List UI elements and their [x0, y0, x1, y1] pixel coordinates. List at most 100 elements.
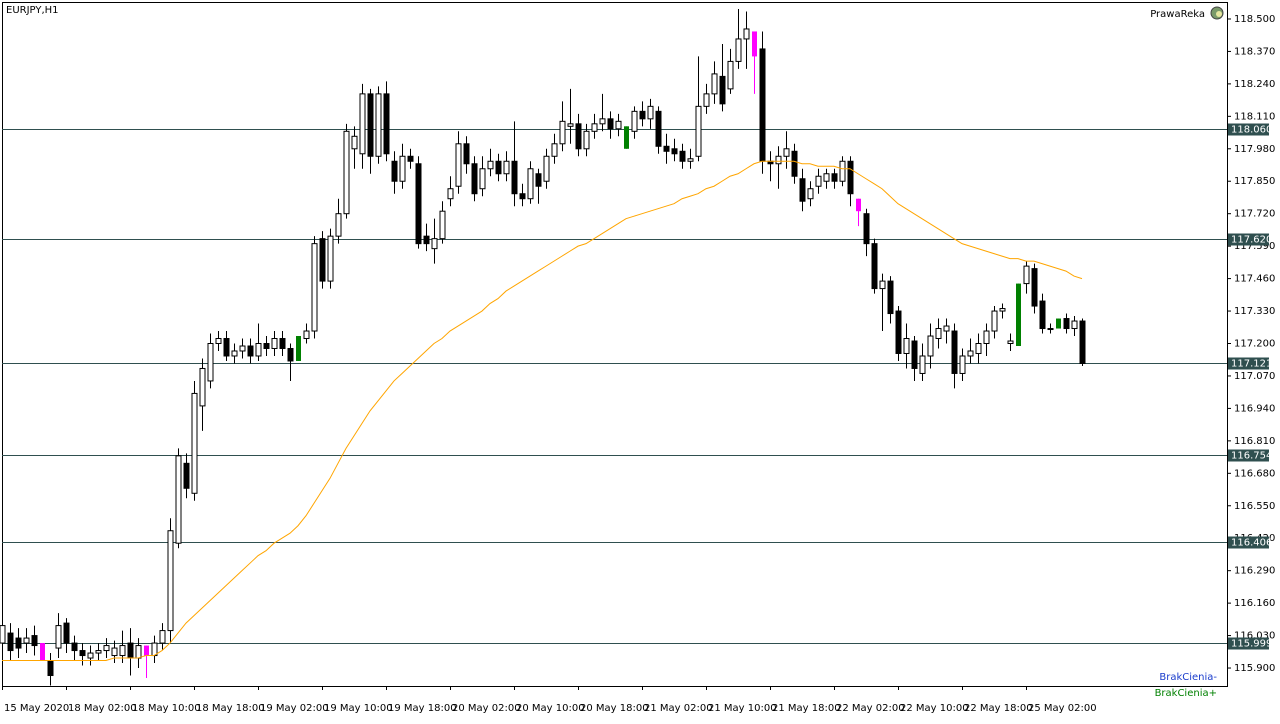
- y-tick-label: 118.240: [1234, 79, 1275, 90]
- candle-body: [383, 93, 390, 155]
- candle-body: [735, 38, 742, 62]
- candle-body: [1071, 320, 1078, 330]
- x-tick-label: 19 May 18:00: [388, 703, 457, 714]
- candle-body: [287, 347, 294, 362]
- candle-body: [663, 145, 670, 152]
- candle-body: [391, 160, 398, 182]
- candle-body: [543, 155, 550, 182]
- candle-body: [1016, 283, 1021, 346]
- level-label-box: [1228, 357, 1269, 370]
- candle-body: [1031, 268, 1038, 307]
- candle-body: [567, 123, 574, 127]
- level-label-box: [1228, 449, 1269, 462]
- candle-body: [815, 175, 822, 187]
- level-label-box: [1228, 123, 1269, 136]
- level-label-box: [1228, 536, 1269, 549]
- moving-average: [2, 160, 1083, 662]
- y-tick-label: 117.980: [1234, 144, 1275, 155]
- y-tick-label: 118.500: [1234, 14, 1275, 25]
- candle-body: [863, 213, 870, 245]
- candle-body: [1023, 265, 1030, 285]
- candle-body: [703, 93, 710, 107]
- candle-body: [743, 28, 750, 40]
- candle-body: [239, 345, 246, 352]
- y-tick-label: 117.460: [1234, 274, 1275, 285]
- candle-body: [87, 652, 94, 659]
- candle-body: [727, 60, 734, 90]
- candle-body: [856, 198, 861, 212]
- x-tick-label: 21 May 18:00: [772, 703, 841, 714]
- candle-body: [431, 238, 438, 250]
- y-tick-label: 116.160: [1234, 598, 1275, 609]
- level-label: 116.406: [1231, 538, 1272, 549]
- candle-body: [167, 530, 174, 632]
- candle-body: [711, 73, 718, 95]
- candle-body: [503, 160, 510, 175]
- candle-body: [375, 93, 382, 157]
- candle-body: [71, 642, 78, 652]
- candle-body: [111, 647, 118, 657]
- candle-body: [263, 343, 270, 349]
- candle-body: [967, 350, 974, 357]
- candle-body: [271, 338, 278, 349]
- candle-body: [215, 338, 222, 345]
- candle-body: [0, 625, 6, 644]
- candle-body: [639, 110, 646, 120]
- candle-body: [343, 130, 350, 215]
- candle-body: [423, 235, 430, 245]
- x-tick-label: 18 May 02:00: [68, 703, 137, 714]
- x-tick-label: 21 May 02:00: [644, 703, 713, 714]
- candle-body: [183, 462, 190, 489]
- candle-body: [207, 343, 214, 382]
- candle-body: [47, 660, 54, 677]
- candle-body: [23, 637, 30, 644]
- candle-body: [95, 650, 102, 654]
- level-label: 115.999: [1231, 639, 1272, 650]
- candle-body: [903, 338, 910, 354]
- candle-body: [319, 238, 326, 282]
- candle-body: [695, 105, 702, 157]
- y-tick-label: 116.290: [1234, 566, 1275, 577]
- candle-body: [7, 632, 14, 652]
- candle-body: [871, 243, 878, 290]
- candle-body: [231, 350, 238, 357]
- candle-body: [775, 155, 782, 165]
- candle-body: [551, 143, 558, 157]
- x-tick-label: 22 May 02:00: [836, 703, 905, 714]
- candle-body: [951, 330, 958, 374]
- candle-body: [887, 280, 894, 315]
- candle-body: [359, 93, 366, 155]
- y-tick-label: 117.850: [1234, 176, 1275, 187]
- candle-body: [687, 158, 694, 162]
- candle-body: [511, 160, 518, 195]
- x-tick-label: 20 May 18:00: [580, 703, 649, 714]
- candle-body: [191, 392, 198, 494]
- candle-body: [159, 630, 166, 644]
- candle-body: [175, 455, 182, 544]
- candle-body: [647, 105, 654, 120]
- y-tick-label: 116.030: [1234, 631, 1275, 642]
- candle-body: [615, 120, 622, 130]
- candle-body: [279, 338, 286, 349]
- y-tick-label: 117.590: [1234, 241, 1275, 252]
- level-label-box: [1228, 233, 1269, 246]
- level-label: 117.121: [1231, 359, 1272, 370]
- candle-body: [31, 635, 38, 647]
- candle-body: [447, 188, 454, 200]
- legend-entry: BrakCienia+: [1155, 688, 1217, 699]
- candle-body: [199, 367, 206, 407]
- candle-body: [752, 31, 757, 57]
- candle-body: [527, 168, 534, 200]
- candle-body: [719, 75, 726, 105]
- y-tick-label: 118.370: [1234, 46, 1275, 57]
- candle-body: [455, 143, 462, 187]
- candle-body: [999, 308, 1006, 312]
- candle-body: [831, 173, 838, 182]
- candle-body: [1039, 300, 1046, 330]
- candle-body: [1047, 328, 1054, 331]
- level-label-box: [1228, 637, 1269, 650]
- x-tick-label: 15 May 2020: [4, 703, 69, 714]
- candle-body: [607, 118, 614, 130]
- candle-body: [1079, 320, 1086, 364]
